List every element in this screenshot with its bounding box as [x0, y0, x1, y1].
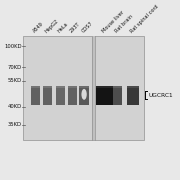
Bar	[23, 36, 144, 140]
Bar	[80, 86, 89, 87]
Bar	[127, 86, 139, 105]
Text: Mouse liver: Mouse liver	[101, 10, 125, 34]
Text: 55KD: 55KD	[7, 78, 22, 83]
Text: 100KD: 100KD	[4, 44, 22, 49]
Bar	[113, 86, 122, 105]
Text: COS7: COS7	[81, 21, 94, 34]
Bar	[92, 36, 95, 140]
Bar	[56, 86, 65, 105]
Bar	[96, 86, 113, 105]
Bar	[43, 86, 52, 87]
Text: HepG2: HepG2	[44, 18, 60, 34]
Bar	[68, 86, 77, 87]
Bar	[68, 86, 77, 105]
Text: A549: A549	[32, 21, 44, 34]
Bar	[56, 86, 65, 87]
Bar	[31, 86, 40, 87]
Text: Rat brain: Rat brain	[114, 14, 134, 34]
Bar	[113, 86, 122, 87]
Bar	[43, 86, 52, 105]
Text: 35KD: 35KD	[8, 122, 22, 127]
Text: 70KD: 70KD	[7, 65, 22, 70]
Text: 293T: 293T	[69, 21, 81, 34]
Bar	[127, 86, 139, 87]
Text: UGCRC1: UGCRC1	[149, 93, 173, 98]
Bar	[80, 86, 89, 105]
Bar	[31, 86, 40, 105]
Text: HeLa: HeLa	[57, 21, 69, 34]
Bar	[96, 86, 113, 87]
Text: 40KD: 40KD	[7, 104, 22, 109]
Ellipse shape	[81, 89, 87, 100]
Text: Rat spinal cord: Rat spinal cord	[129, 4, 159, 34]
